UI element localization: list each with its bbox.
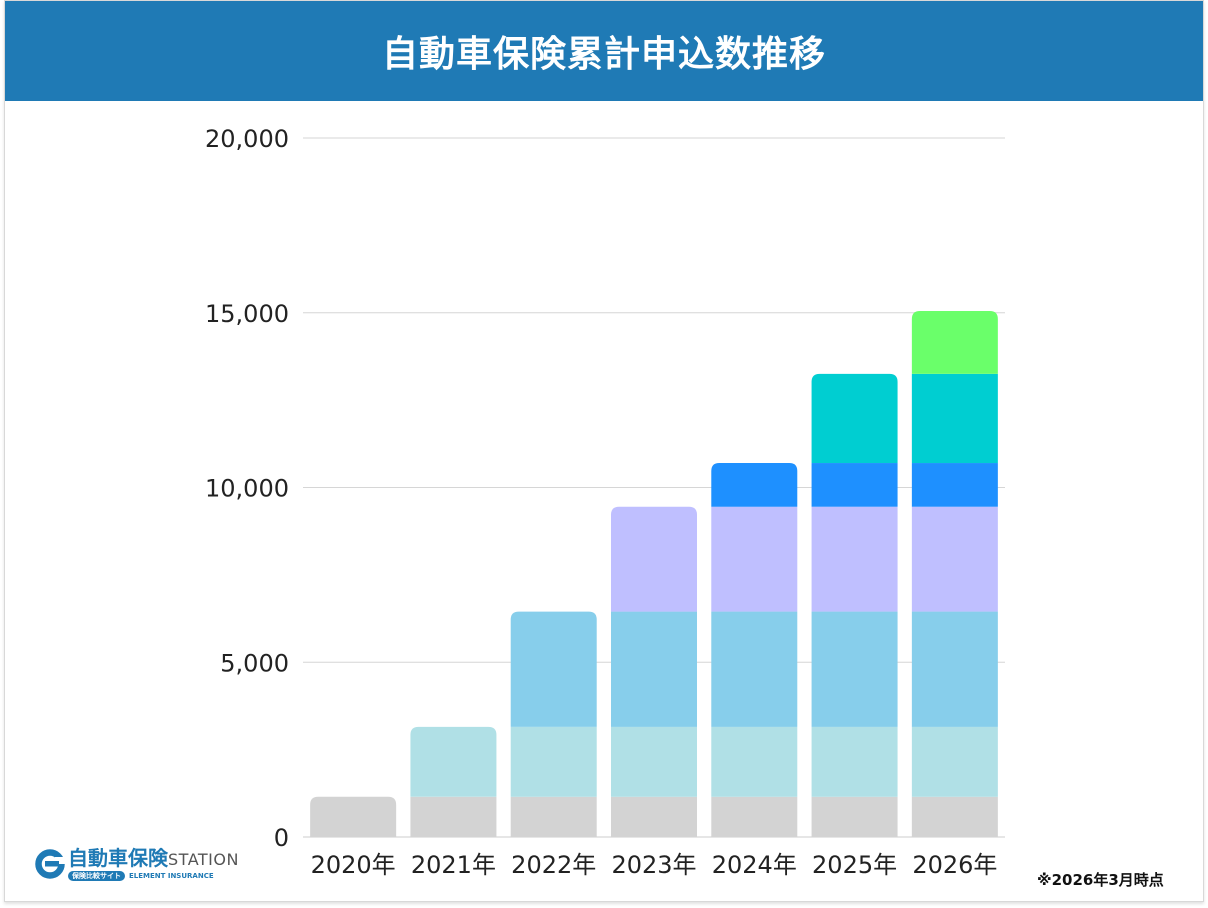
- logo-station: STATION: [168, 850, 239, 869]
- logo-subline: 保険比較サイト ELEMENT INSURANCE: [68, 871, 214, 881]
- stacked-bar-chart: 0 5,000 10,000 15,000 20,000 2020年 2021年 2022年 2…: [205, 125, 1005, 879]
- y-tick-label: 0: [274, 824, 289, 852]
- bar-segment: [811, 726, 898, 797]
- bar-segment: [811, 506, 898, 612]
- bar-segment: [711, 796, 798, 837]
- bar-segment: [911, 506, 998, 612]
- x-tick-label: 2024年: [712, 851, 797, 879]
- bar-segment: [911, 611, 998, 727]
- bar-segment: [911, 796, 998, 837]
- bar-segment: [711, 506, 798, 612]
- bar-segment: [510, 726, 597, 797]
- site-logo: 自動車保険STATION 保険比較サイト ELEMENT INSURANCE: [35, 843, 250, 887]
- logo-tagline: 保険比較サイト: [68, 871, 125, 881]
- bar-segment: [811, 373, 898, 464]
- bar-segment: [611, 796, 697, 837]
- y-tick-label: 10,000: [205, 475, 289, 503]
- x-tick-label: 2022年: [511, 851, 596, 879]
- bar-segment: [611, 506, 697, 612]
- bar-segment: [711, 726, 798, 797]
- y-tick-label: 5,000: [220, 649, 289, 677]
- bar-segment: [811, 611, 898, 727]
- bar-segment: [510, 796, 597, 837]
- logo-company: ELEMENT INSURANCE: [129, 872, 214, 880]
- bar-segment: [911, 463, 998, 507]
- y-tick-label: 15,000: [205, 300, 289, 328]
- x-tick-label: 2021年: [411, 851, 496, 879]
- x-tick-label: 2026年: [912, 851, 997, 879]
- y-tick-label: 20,000: [205, 125, 289, 153]
- chart-title: 自動車保険累計申込数推移: [381, 34, 826, 75]
- bar-segment: [911, 373, 998, 464]
- bar-segment: [711, 463, 798, 507]
- logo-name: 自動車保険: [68, 846, 168, 870]
- bar-segment: [811, 796, 898, 837]
- chart-header: 自動車保険累計申込数推移: [5, 1, 1203, 101]
- x-tick-label: 2023年: [611, 851, 696, 879]
- chart-frame: 自動車保険累計申込数推移 0 5,000 10,000 15,000 20,000 202…: [4, 0, 1204, 902]
- bar-segment: [510, 611, 597, 727]
- x-tick-label: 2025年: [812, 851, 897, 879]
- bar-segment: [410, 726, 497, 797]
- bar-segment: [911, 311, 998, 374]
- as-of-note: ※2026年3月時点: [1037, 871, 1164, 889]
- logo-wordmark: 自動車保険STATION: [68, 847, 239, 871]
- x-tick-label: 2020年: [311, 851, 396, 879]
- logo-e-icon: [35, 849, 65, 879]
- bar-segment: [410, 796, 497, 837]
- bar-segment: [611, 611, 697, 727]
- bar-segment: [911, 726, 998, 797]
- bar-segment: [811, 463, 898, 507]
- bar-segment: [310, 796, 397, 837]
- bar-segment: [611, 726, 697, 797]
- bar-segment: [711, 611, 798, 727]
